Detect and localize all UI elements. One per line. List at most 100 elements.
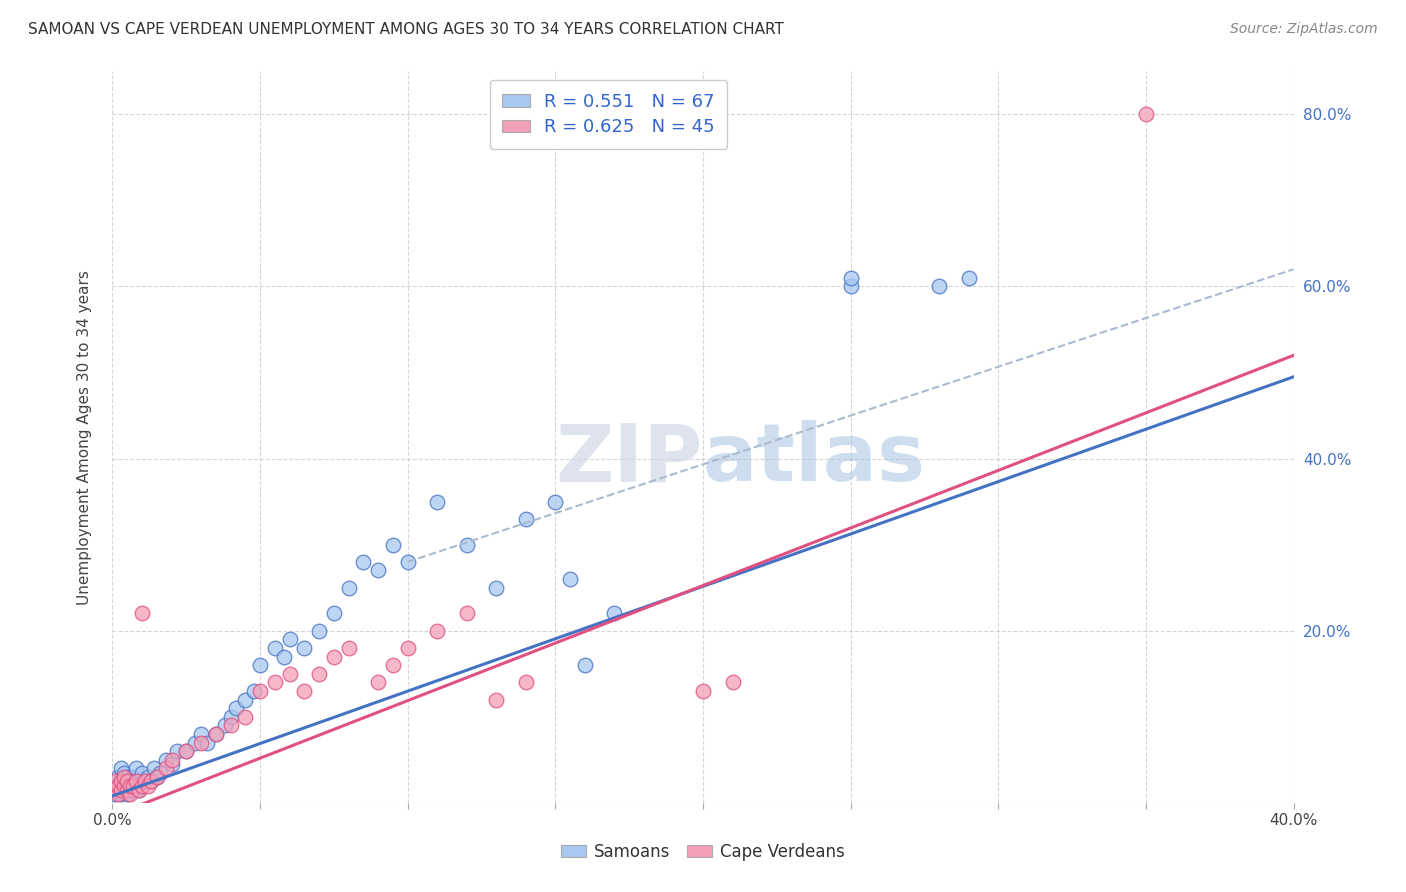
Point: [149, 765, 172, 780]
Point: [544, 494, 567, 508]
Point: [128, 783, 150, 797]
Point: [122, 783, 145, 797]
Point: [122, 770, 145, 784]
Point: [603, 607, 626, 621]
Y-axis label: Unemployment Among Ages 30 to 34 years: Unemployment Among Ages 30 to 34 years: [77, 269, 91, 605]
Point: [117, 770, 138, 784]
Point: [131, 607, 153, 621]
Point: [104, 787, 127, 801]
Point: [233, 692, 256, 706]
Text: SAMOAN VS CAPE VERDEAN UNEMPLOYMENT AMONG AGES 30 TO 34 YEARS CORRELATION CHART: SAMOAN VS CAPE VERDEAN UNEMPLOYMENT AMON…: [28, 22, 785, 37]
Point: [122, 779, 145, 793]
Text: Source: ZipAtlas.com: Source: ZipAtlas.com: [1230, 22, 1378, 37]
Point: [264, 675, 287, 690]
Point: [112, 765, 135, 780]
Point: [456, 538, 478, 552]
Point: [233, 710, 256, 724]
Point: [107, 774, 129, 789]
Point: [117, 779, 138, 793]
Point: [112, 783, 135, 797]
Point: [110, 783, 132, 797]
Point: [125, 774, 148, 789]
Point: [134, 774, 156, 789]
Point: [128, 783, 150, 797]
Point: [174, 744, 197, 758]
Point: [146, 770, 169, 784]
Point: [214, 718, 236, 732]
Point: [107, 779, 129, 793]
Point: [112, 770, 135, 784]
Point: [110, 761, 132, 775]
Point: [134, 774, 156, 789]
Point: [107, 787, 129, 801]
Point: [1135, 107, 1157, 121]
Point: [117, 783, 138, 797]
Point: [839, 271, 862, 285]
Point: [184, 735, 207, 749]
Point: [205, 727, 228, 741]
Point: [426, 494, 449, 508]
Point: [107, 770, 129, 784]
Point: [308, 624, 330, 638]
Point: [219, 718, 242, 732]
Point: [426, 624, 449, 638]
Point: [323, 649, 346, 664]
Point: [139, 774, 162, 789]
Point: [117, 787, 138, 801]
Point: [928, 279, 950, 293]
Point: [337, 581, 360, 595]
Point: [166, 744, 188, 758]
Point: [337, 640, 360, 655]
Point: [110, 774, 132, 789]
Point: [558, 572, 582, 586]
Point: [107, 783, 129, 797]
Point: [367, 675, 389, 690]
Point: [117, 774, 138, 789]
Text: atlas: atlas: [703, 420, 927, 498]
Point: [131, 765, 153, 780]
Point: [485, 692, 508, 706]
Point: [174, 744, 197, 758]
Point: [190, 735, 212, 749]
Point: [160, 757, 183, 772]
Point: [515, 675, 537, 690]
Point: [382, 538, 405, 552]
Point: [574, 658, 596, 673]
Point: [190, 727, 212, 741]
Point: [219, 710, 242, 724]
Point: [323, 607, 346, 621]
Point: [120, 787, 142, 801]
Point: [136, 770, 159, 784]
Point: [839, 279, 862, 293]
Point: [243, 684, 266, 698]
Point: [195, 735, 218, 749]
Point: [120, 783, 142, 797]
Point: [264, 640, 287, 655]
Point: [139, 774, 162, 789]
Point: [136, 779, 159, 793]
Legend: Samoans, Cape Verdeans: Samoans, Cape Verdeans: [554, 837, 852, 868]
Point: [396, 555, 419, 569]
Point: [249, 658, 271, 673]
Text: ZIP: ZIP: [555, 420, 703, 498]
Point: [112, 779, 135, 793]
Point: [142, 761, 165, 775]
Point: [721, 675, 744, 690]
Point: [104, 774, 127, 789]
Point: [160, 753, 183, 767]
Point: [125, 761, 148, 775]
Point: [128, 774, 150, 789]
Point: [120, 774, 142, 789]
Point: [692, 684, 714, 698]
Point: [110, 787, 132, 801]
Point: [273, 649, 295, 664]
Point: [382, 658, 405, 673]
Point: [308, 666, 330, 681]
Point: [131, 779, 153, 793]
Point: [205, 727, 228, 741]
Point: [456, 607, 478, 621]
Point: [278, 632, 301, 647]
Point: [110, 779, 132, 793]
Point: [396, 640, 419, 655]
Point: [367, 564, 389, 578]
